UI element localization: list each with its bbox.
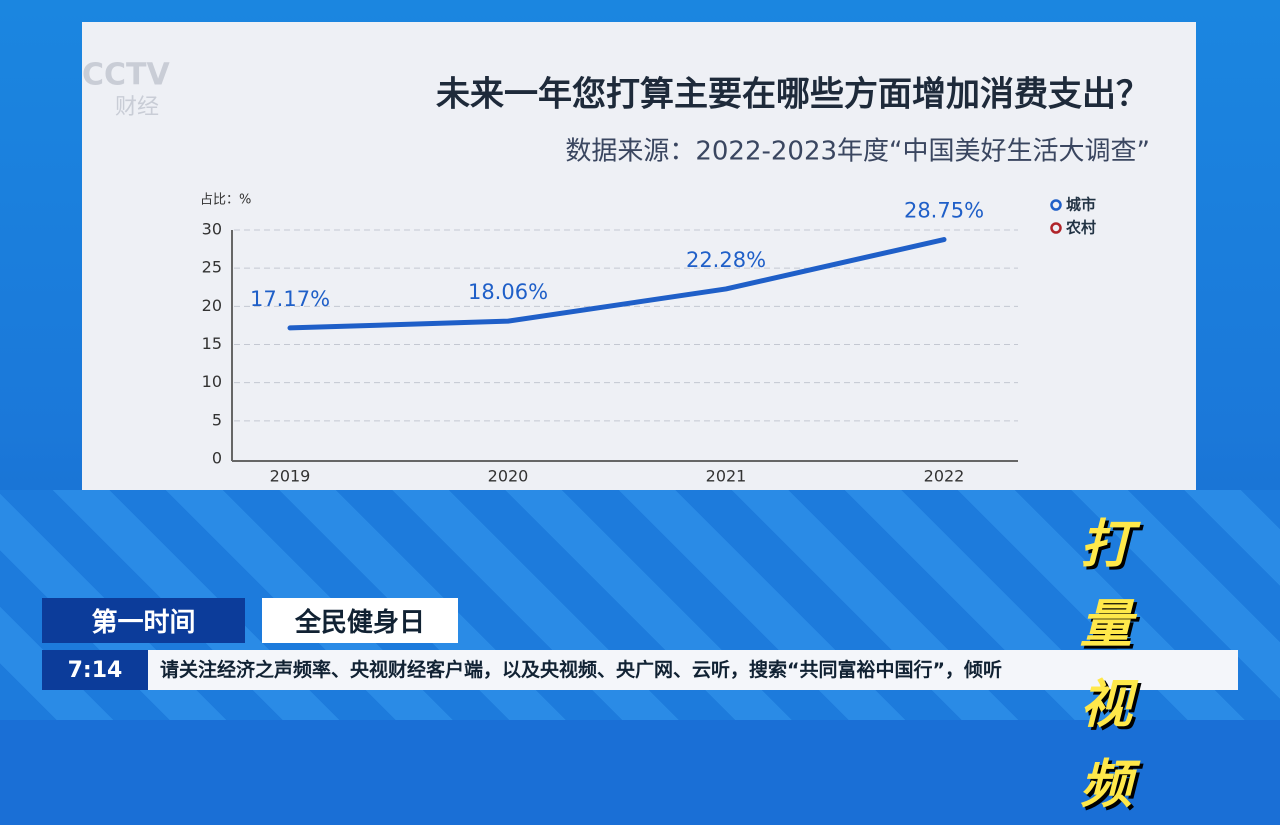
x-tick-label: 2021 (706, 467, 747, 486)
chart-subtitle: 数据来源：2022-2023年度“中国美好生活大调查” (565, 137, 1150, 167)
data-label: 28.75% (904, 199, 984, 223)
x-tick-label: 2019 (270, 467, 311, 486)
legend-marker (1050, 222, 1062, 234)
logo-sub: 财经 (115, 95, 159, 120)
chart: CCTV 财经 未来一年您打算主要在哪些方面增加消费支出？ 数据来源：2022-… (82, 22, 1196, 490)
x-tick-label: 2020 (488, 467, 529, 486)
data-line (287, 237, 947, 331)
data-label: 22.28% (686, 248, 766, 272)
chart-title: 未来一年您打算主要在哪些方面增加消费支出？ (436, 75, 1150, 115)
time: 7:14 (42, 650, 148, 690)
ticker-bar (42, 650, 1238, 690)
logo: CCTV (82, 58, 170, 93)
y-tick-label: 5 (212, 410, 222, 429)
data-label: 17.17% (250, 287, 330, 311)
y-tick-label: 20 (202, 296, 222, 315)
legend-marker (1050, 199, 1062, 211)
chart-panel (82, 22, 1196, 490)
ticker: 请关注经济之声频率、央视财经客户端，以及央视频、央广网、云听，搜索“共同富裕中国… (160, 659, 1002, 681)
y-tick-label: 15 (202, 334, 222, 353)
y-tick-label: 25 (202, 258, 222, 277)
topic: 全民健身日 (262, 598, 458, 643)
y-tick-label: 10 (202, 372, 222, 391)
y-axis-label: 占比：% (200, 193, 251, 208)
data-label: 18.06% (468, 280, 548, 304)
badge: 打量视频 (1080, 515, 1133, 815)
y-tick-label: 0 (212, 449, 222, 468)
y-tick-label: 30 (202, 220, 222, 239)
legend-label: 城市 (1066, 196, 1096, 214)
x-tick-label: 2022 (924, 467, 965, 486)
legend-label: 农村 (1065, 219, 1096, 237)
program: 第一时间 (42, 598, 245, 643)
